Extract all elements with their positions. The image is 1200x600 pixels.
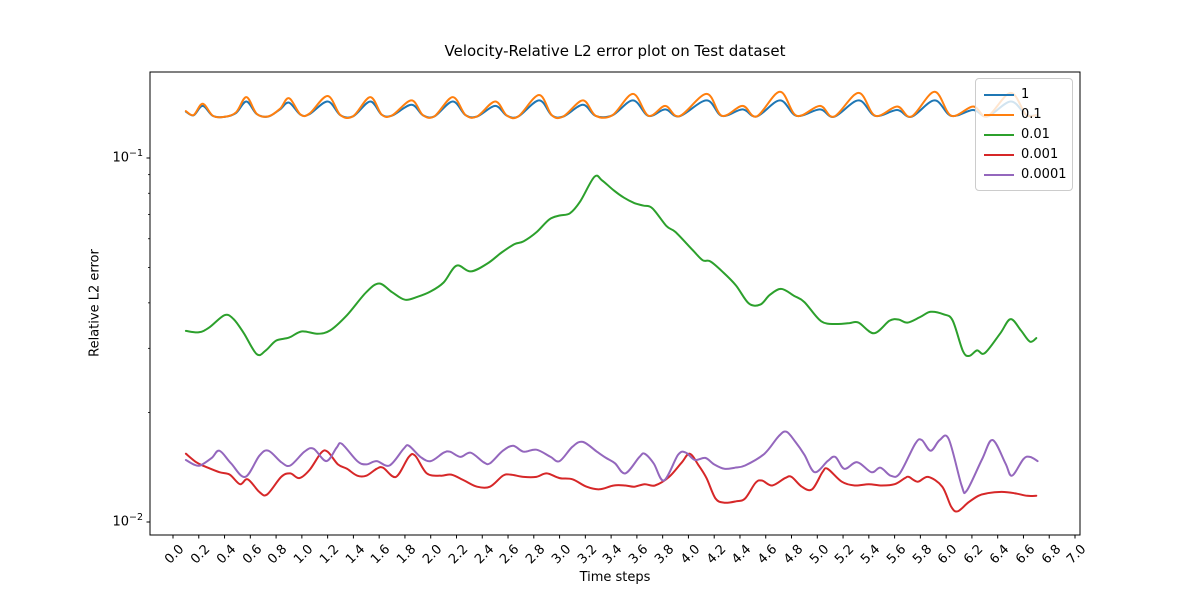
legend-label: 0.001	[1021, 147, 1059, 162]
legend-item-0.001: 0.001	[984, 145, 1064, 165]
legend-item-1: 1	[984, 85, 1064, 105]
tick-marks	[146, 157, 1076, 539]
series-line-0.001	[184, 449, 1038, 513]
y-axis-label: Relative L2 error	[87, 249, 103, 357]
legend-line-swatch	[984, 134, 1014, 136]
axes-spines	[149, 71, 1081, 536]
series-line-0.0001	[184, 430, 1039, 495]
legend-label: 0.1	[1021, 107, 1042, 122]
y-tick-label: 10−1	[112, 148, 143, 166]
legend-item-0.0001: 0.0001	[984, 165, 1067, 185]
legend-line-swatch	[984, 154, 1014, 156]
series-lines	[184, 90, 1039, 513]
legend-line-swatch	[984, 114, 1014, 116]
legend-item-0.01: 0.01	[984, 125, 1064, 145]
y-tick-label: 10−2	[112, 512, 143, 530]
legend-label: 1	[1021, 87, 1030, 102]
legend: 1 0.1 0.01 0.001 0.0001	[975, 78, 1073, 191]
legend-label: 0.0001	[1021, 167, 1067, 182]
legend-line-swatch	[984, 94, 1014, 96]
chart-title: Velocity-Relative L2 error plot on Test …	[444, 42, 786, 60]
series-line-0.01	[184, 174, 1038, 358]
legend-label: 0.01	[1021, 127, 1050, 142]
series-line-0.1	[184, 90, 1038, 120]
legend-item-0.1: 0.1	[984, 105, 1064, 125]
legend-line-swatch	[984, 174, 1014, 176]
x-axis-label: Time steps	[579, 570, 651, 585]
